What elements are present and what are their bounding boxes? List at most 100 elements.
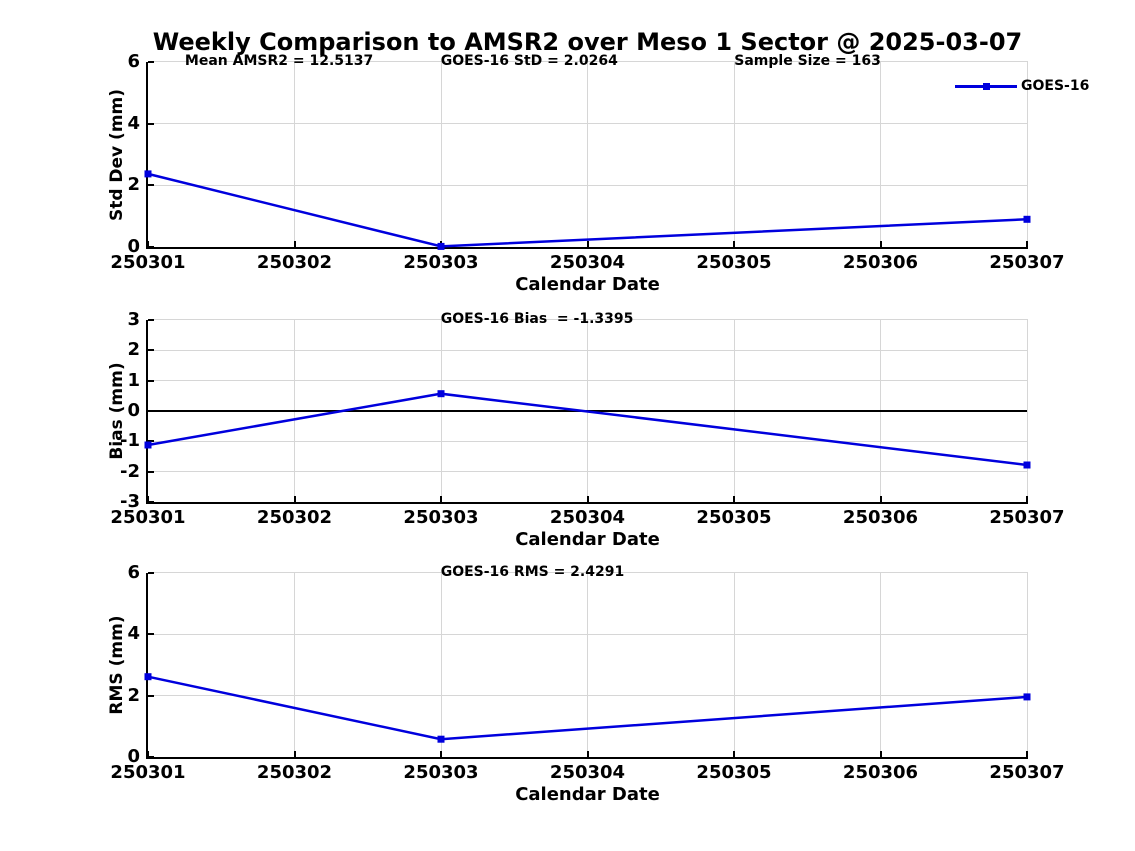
plot-box-right [1027, 320, 1028, 502]
data-series-goes-16 [144, 673, 1031, 743]
x-tick-mark [1026, 751, 1028, 757]
y-axis-line [146, 62, 148, 249]
y-tick-mark [148, 349, 154, 352]
y-tick-label: 2 [127, 174, 140, 196]
x-tick-label: 250305 [696, 507, 772, 528]
plot-box-top [148, 319, 1028, 320]
data-point-marker [1023, 693, 1031, 701]
data-series-goes-16 [144, 170, 1031, 250]
y-axis-line [146, 320, 148, 504]
x-tick-mark [440, 751, 442, 757]
data-series-goes-16 [144, 390, 1031, 469]
gridline-x [880, 573, 881, 757]
x-tick-label: 250306 [842, 762, 919, 783]
annotation-rms-0: GOES-16 RMS = 2.4291 [440, 564, 625, 580]
y-tick-label: 6 [127, 562, 140, 583]
gridline-x [294, 62, 295, 247]
y-tick-label: 1 [127, 369, 140, 391]
x-tick-mark [733, 241, 735, 247]
y-tick-mark [148, 61, 154, 63]
x-tick-label: 250303 [403, 507, 479, 528]
x-tick-mark [733, 751, 735, 757]
y-tick-mark [148, 122, 154, 125]
y-tick-label: 6 [127, 51, 140, 72]
gridline-x [440, 573, 442, 757]
x-tick-label: 250306 [842, 507, 919, 528]
data-point-marker [1023, 461, 1031, 469]
y-tick-label: 0 [127, 400, 140, 421]
x-tick-label: 250304 [549, 507, 626, 528]
x-tick-mark [147, 496, 149, 502]
x-tick-label: 250302 [256, 252, 333, 273]
x-tick-mark [879, 241, 882, 247]
x-tick-label: 250305 [696, 252, 772, 273]
y-tick-mark [148, 440, 154, 443]
plot-box-right [1027, 62, 1028, 247]
x-tick-mark [586, 751, 589, 757]
x-tick-label: 250301 [110, 507, 186, 528]
annotation-std-dev-0: Mean AMSR2 = 12.5137 [184, 53, 374, 69]
x-axis-label: Calendar Date [515, 274, 660, 295]
y-tick-label: 4 [127, 112, 140, 134]
x-tick-mark [147, 241, 149, 247]
x-axis-label: Calendar Date [515, 784, 660, 805]
y-tick-label: 4 [127, 623, 140, 645]
plot-box-right [1027, 573, 1028, 757]
data-point-marker [437, 390, 445, 398]
x-axis-line [146, 247, 1028, 249]
data-point-marker [144, 441, 152, 449]
data-point-marker [1023, 215, 1031, 223]
x-tick-mark [586, 496, 589, 502]
x-tick-label: 250303 [403, 252, 479, 273]
y-tick-mark [148, 184, 154, 187]
x-tick-mark [1026, 241, 1028, 247]
gridline-x [587, 62, 588, 247]
gridline-x [294, 573, 295, 757]
y-tick-mark [148, 470, 154, 473]
gridline-x [880, 62, 881, 247]
x-tick-mark [293, 751, 296, 757]
y-tick-label: 2 [127, 339, 140, 361]
y-tick-mark [148, 572, 154, 574]
x-tick-mark [1026, 496, 1028, 502]
gridline-x [733, 573, 735, 757]
x-axis-line [146, 757, 1028, 759]
chart-title: Weekly Comparison to AMSR2 over Meso 1 S… [152, 28, 1023, 56]
y-tick-mark [148, 246, 154, 248]
x-tick-mark [147, 751, 149, 757]
gridline-x [587, 573, 588, 757]
x-tick-label: 250307 [989, 252, 1065, 273]
y-tick-label: 2 [127, 684, 140, 706]
x-tick-label: 250302 [256, 762, 333, 783]
x-tick-mark [293, 496, 296, 502]
x-tick-label: 250306 [842, 252, 919, 273]
y-tick-mark [148, 756, 154, 758]
data-point-marker [437, 242, 445, 250]
y-tick-mark [148, 319, 154, 321]
x-tick-mark [879, 751, 882, 757]
x-axis-line [146, 502, 1028, 504]
annotation-std-dev-1: GOES-16 StD = 2.0264 [440, 53, 618, 69]
x-tick-label: 250301 [110, 252, 186, 273]
annotation-bias-0: GOES-16 Bias = -1.3395 [440, 311, 634, 327]
y-tick-label: -1 [120, 430, 140, 452]
x-tick-mark [733, 496, 735, 502]
x-tick-mark [586, 241, 589, 247]
x-tick-label: 250305 [696, 762, 772, 783]
y-tick-label: -3 [120, 491, 140, 512]
plot-box-top [148, 61, 1028, 62]
y-tick-mark [148, 633, 154, 636]
y-tick-mark [148, 410, 154, 412]
x-tick-label: 250303 [403, 762, 479, 783]
x-axis-label: Calendar Date [515, 529, 660, 550]
data-point-marker [144, 673, 152, 681]
y-tick-mark [148, 501, 154, 503]
x-tick-label: 250302 [256, 507, 333, 528]
y-tick-label: 0 [127, 746, 140, 767]
y-axis-line [146, 573, 148, 759]
x-tick-mark [879, 496, 882, 502]
plot-box-top [148, 572, 1028, 573]
